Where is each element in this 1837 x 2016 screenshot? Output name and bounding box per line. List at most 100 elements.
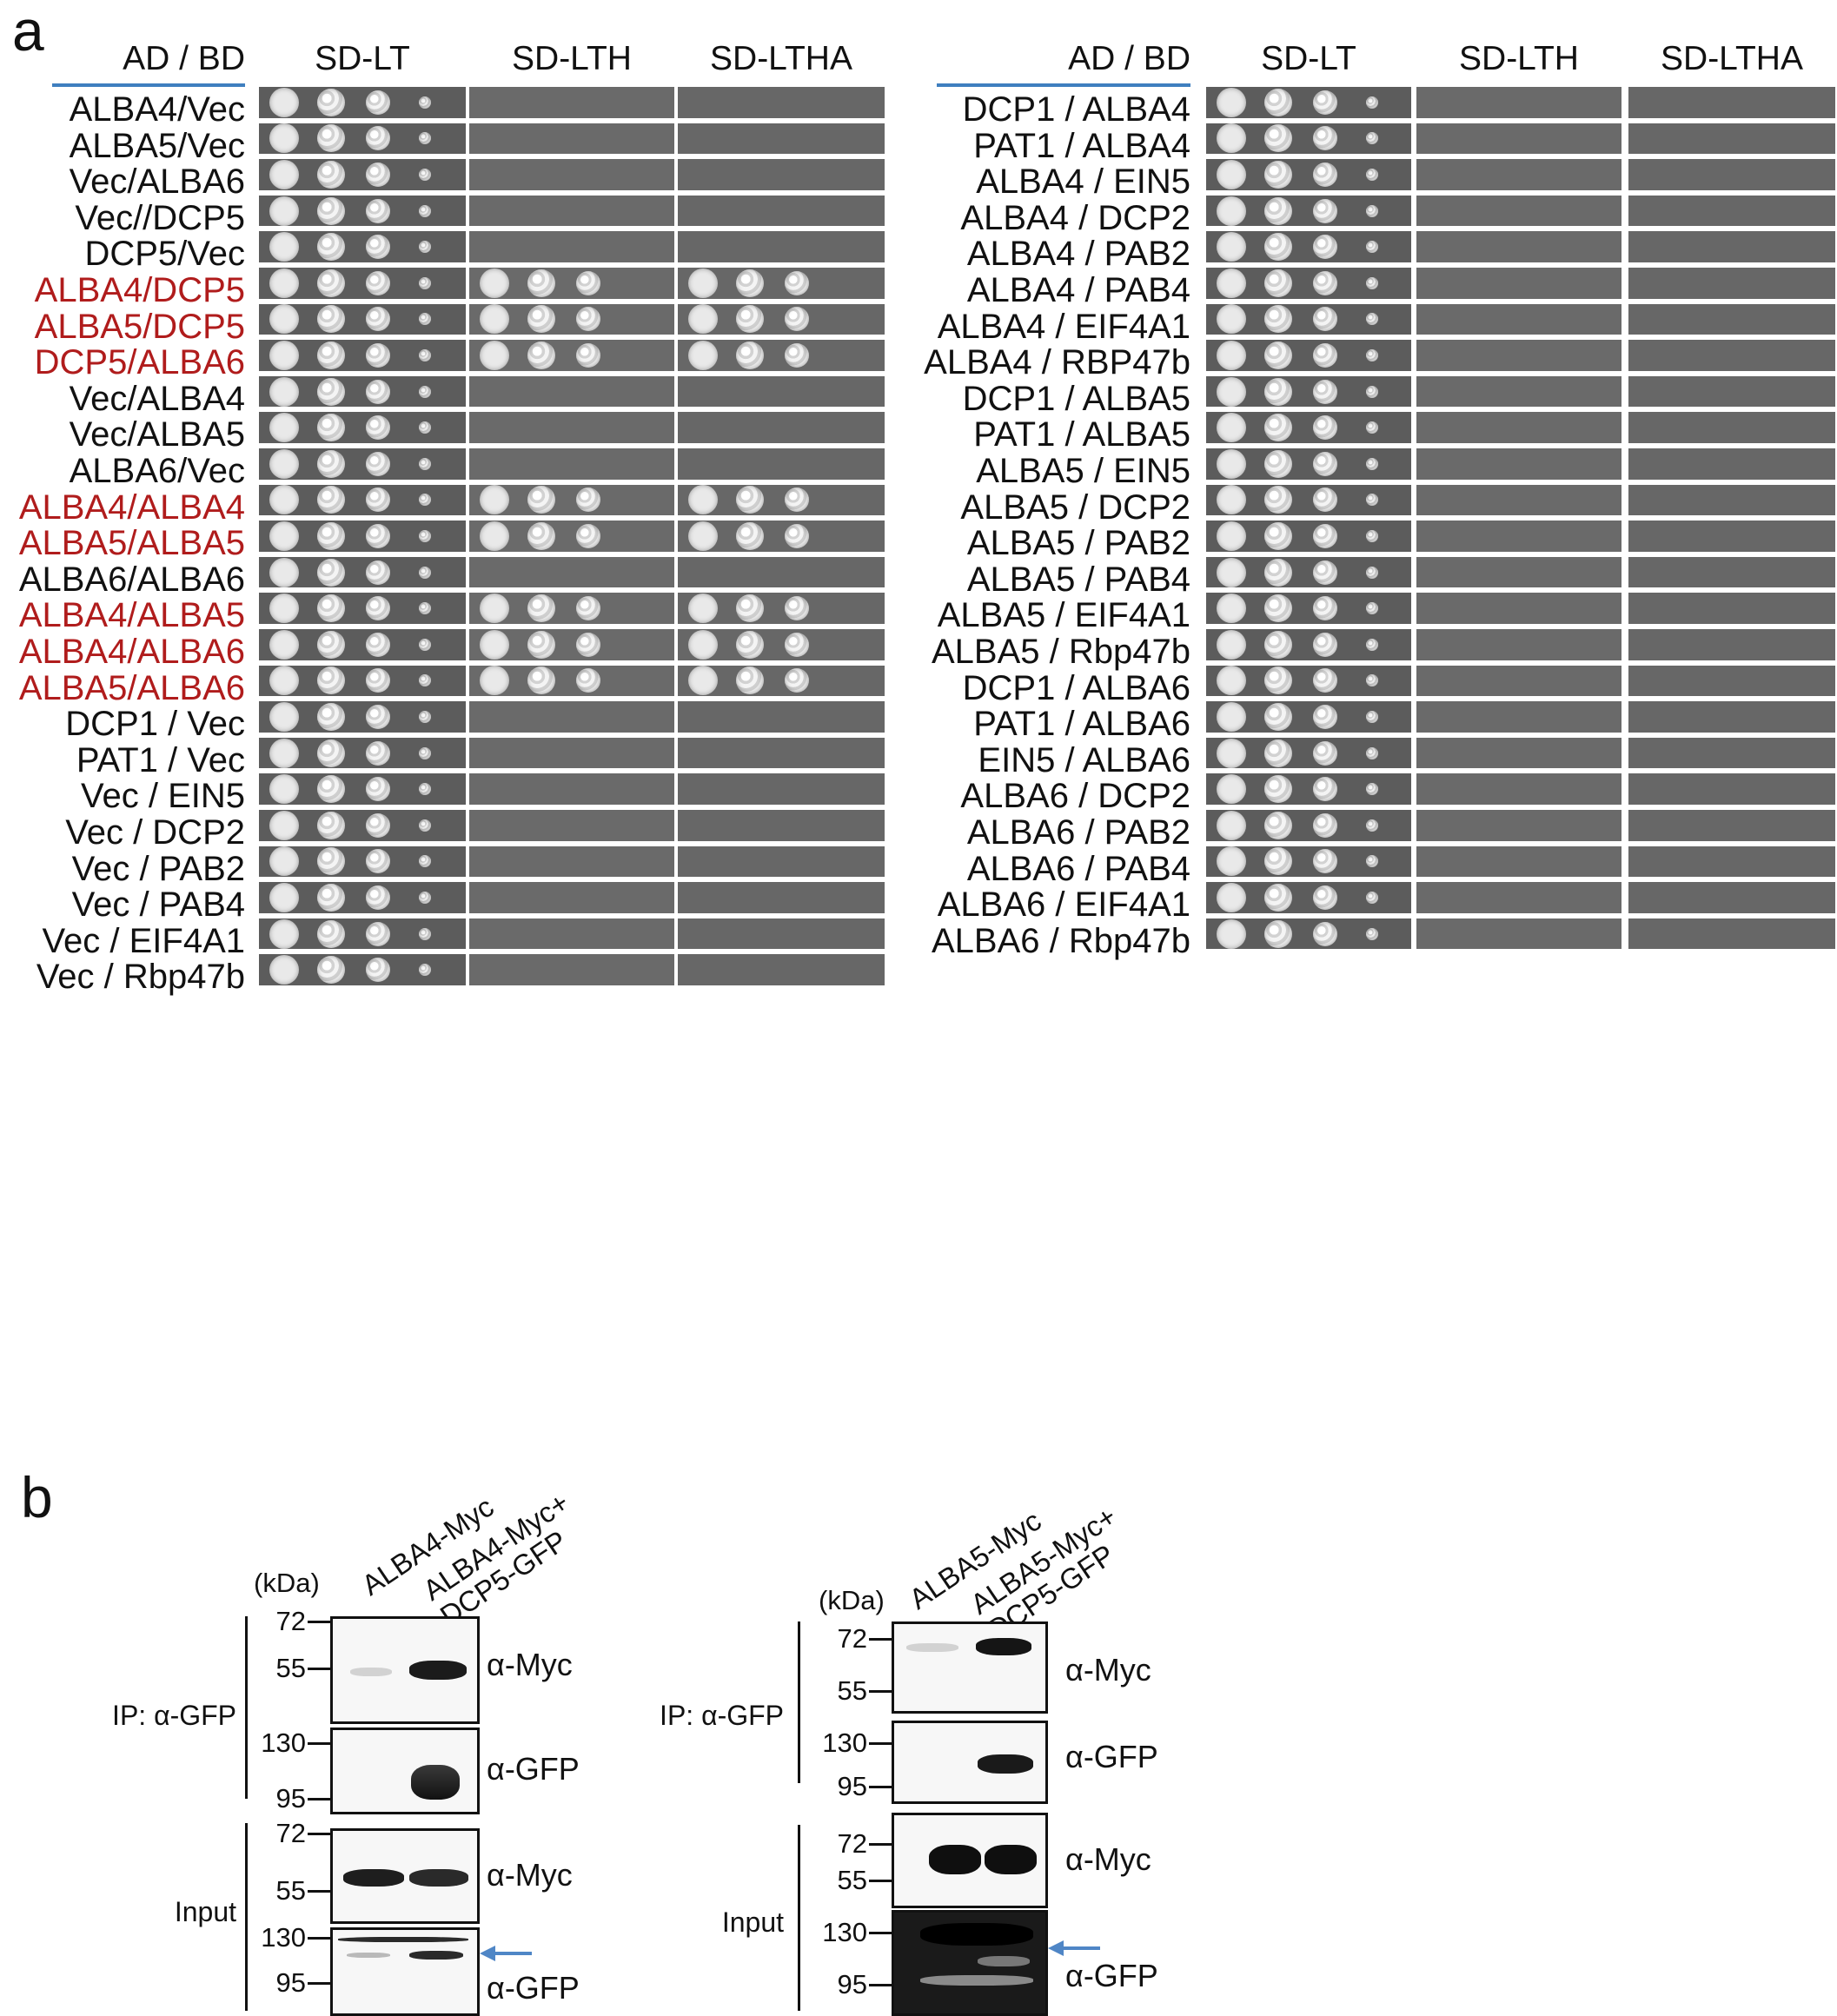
yeast-colony-spot <box>419 819 431 832</box>
band <box>920 1923 1033 1946</box>
plate-strip-sd-lt <box>1206 340 1411 371</box>
yeast-colony-spot <box>480 304 509 335</box>
yeast-colony-spot <box>527 666 555 695</box>
plate-strip-sd-ltha <box>1628 918 1835 950</box>
row-label: DCP1 / ALBA6 <box>962 668 1190 707</box>
yeast-colony-spot <box>1217 159 1246 189</box>
ip-label-left: IP: α-GFP <box>112 1700 236 1731</box>
yeast-colony-spot <box>1313 451 1337 476</box>
antibody-label: α-Myc <box>487 1647 573 1682</box>
row-label: Vec / EIF4A1 <box>42 921 245 960</box>
blot-left-input-myc <box>330 1828 480 1924</box>
yeast-colony-spot <box>736 305 764 334</box>
marker-tick <box>869 1880 892 1882</box>
yeast-colony-spot <box>688 594 718 624</box>
yeast-colony-spot <box>1264 196 1292 225</box>
yeast-colony-spot <box>480 521 509 551</box>
yeast-colony-spot <box>317 233 345 262</box>
plate-strip-sd-lt <box>259 846 466 878</box>
plate-strip-sd-lth <box>1416 412 1621 443</box>
plate-strip-sd-lth <box>1416 303 1621 335</box>
plate-strip-sd-lth <box>469 954 674 985</box>
marker: 72 <box>837 1828 867 1859</box>
plate-strip-sd-lt <box>259 773 466 805</box>
yeast-colony-spot <box>419 927 431 940</box>
yeast-colony-spot <box>269 123 299 154</box>
yeast-colony-spot <box>366 704 390 729</box>
plate-strip-sd-lth <box>1416 159 1621 190</box>
yeast-colony-spot <box>269 918 299 949</box>
yeast-colony-spot <box>785 270 809 295</box>
yeast-colony-spot <box>1217 738 1246 768</box>
yeast-colony-spot <box>269 557 299 587</box>
yeast-colony-spot <box>1313 126 1337 151</box>
yeast-colony-spot <box>1264 811 1292 839</box>
plate-strip-sd-lth <box>1416 484 1621 516</box>
marker-tick <box>308 1621 330 1623</box>
yeast-colony-spot <box>1366 746 1378 759</box>
yeast-colony-spot <box>1366 132 1378 145</box>
yeast-colony-spot <box>1264 558 1292 587</box>
yeast-colony-spot <box>366 270 390 295</box>
yeast-colony-spot <box>1217 268 1246 298</box>
plate-strip-sd-ltha <box>1628 195 1835 227</box>
yeast-colony-spot <box>576 342 600 368</box>
yeast-colony-spot <box>1217 123 1246 154</box>
plate-strip-sd-ltha <box>1628 882 1835 913</box>
panel-a-letter: a <box>12 0 44 63</box>
marker: 95 <box>837 1969 867 1999</box>
yeast-colony-spot <box>366 90 390 115</box>
plate-strip-sd-ltha <box>678 846 885 878</box>
plate-strip-sd-ltha <box>1628 773 1835 805</box>
plate-strip-sd-ltha <box>1628 556 1835 588</box>
yeast-colony-spot <box>1264 666 1292 695</box>
marker-tick <box>308 1742 330 1745</box>
header-ad-bd-right: AD / BD <box>1068 40 1190 77</box>
yeast-colony-spot <box>1366 602 1378 615</box>
row-label: ALBA5/ALBA5 <box>18 524 245 563</box>
plate-strip-sd-ltha <box>678 701 885 733</box>
row-label: ALBA6/Vec <box>69 452 245 490</box>
yeast-colony-spot <box>419 348 431 361</box>
yeast-colony-spot <box>527 630 555 659</box>
yeast-colony-spot <box>1313 777 1337 802</box>
plate-strip-sd-lt <box>259 882 466 913</box>
yeast-colony-spot <box>269 846 299 877</box>
marker-tick <box>869 1984 892 1986</box>
plate-strip-sd-lt <box>1206 123 1411 155</box>
row-label: ALBA6/ALBA6 <box>18 560 245 599</box>
plate-strip-sd-lt <box>1206 231 1411 262</box>
band <box>929 1845 981 1874</box>
yeast-colony-spot <box>317 702 345 731</box>
row-label: ALBA5/Vec <box>69 126 245 165</box>
row-label: Vec/ALBA6 <box>69 162 245 202</box>
yeast-colony-spot <box>317 88 345 116</box>
yeast-colony-spot <box>736 521 764 550</box>
yeast-colony-spot <box>419 385 431 398</box>
input-label-right: Input <box>721 1907 784 1938</box>
yeast-colony-spot <box>419 964 431 977</box>
plate-strip-sd-lth <box>1416 737 1621 769</box>
yeast-colony-spot <box>1264 630 1292 659</box>
yeast-colony-spot <box>527 341 555 369</box>
lane-label-left-2: ALBA4-Myc+ DCP5-GFP <box>417 1485 575 1632</box>
yeast-colony-spot <box>1313 235 1337 260</box>
marker: 55 <box>275 1653 306 1683</box>
plate-strip-sd-lth <box>1416 268 1621 299</box>
yeast-colony-spot <box>317 160 345 189</box>
yeast-colony-spot <box>1264 269 1292 297</box>
blot-right-ip-gfp <box>892 1721 1048 1804</box>
plate-strip-sd-ltha <box>678 918 885 950</box>
yeast-colony-spot <box>366 198 390 223</box>
yeast-colony-spot <box>1313 415 1337 441</box>
yeast-colony-spot <box>366 379 390 404</box>
row-label: Vec / PAB2 <box>71 849 245 888</box>
plate-strip-sd-lt <box>259 87 466 118</box>
marker: 130 <box>822 1917 867 1947</box>
yeast-colony-spot <box>1264 594 1292 623</box>
plate-strip-sd-lth <box>469 303 674 335</box>
plate-strip-sd-ltha <box>678 484 885 516</box>
yeast-colony-spot <box>1366 494 1378 507</box>
yeast-colony-spot <box>1366 783 1378 796</box>
row-label: ALBA4/ALBA4 <box>18 487 245 527</box>
